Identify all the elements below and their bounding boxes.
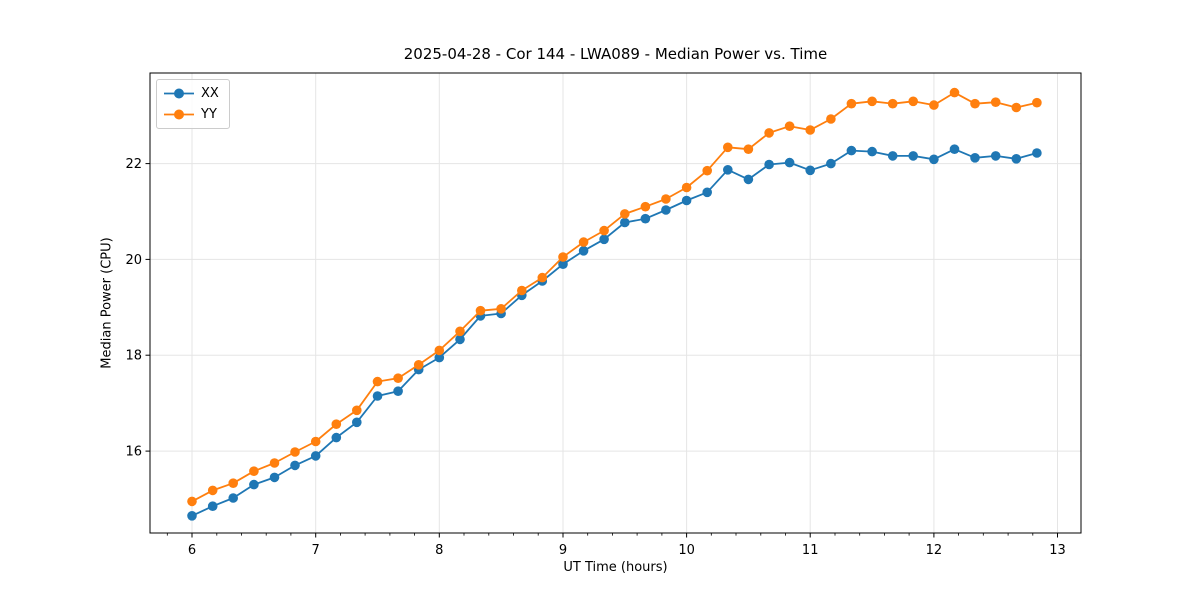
svg-text:11: 11: [802, 543, 819, 558]
svg-text:10: 10: [678, 543, 695, 558]
yy-line-marker-icon: [164, 109, 194, 120]
legend-item-yy: YY: [164, 105, 219, 124]
legend: XX YY: [156, 79, 230, 129]
svg-text:7: 7: [312, 543, 320, 558]
svg-text:22: 22: [125, 157, 142, 172]
xx-line-marker-icon: [164, 88, 194, 99]
svg-text:20: 20: [125, 253, 142, 268]
svg-text:9: 9: [559, 543, 567, 558]
y-axis-label: Median Power (CPU): [99, 237, 115, 369]
legend-item-xx: XX: [164, 84, 219, 103]
svg-text:16: 16: [125, 445, 142, 460]
legend-label-yy: YY: [201, 107, 217, 122]
svg-text:12: 12: [926, 543, 943, 558]
legend-label-xx: XX: [201, 86, 219, 101]
svg-text:13: 13: [1049, 543, 1066, 558]
svg-text:18: 18: [125, 349, 142, 364]
chart-title: 2025-04-28 - Cor 144 - LWA089 - Median P…: [403, 45, 828, 63]
svg-text:6: 6: [188, 543, 196, 558]
x-axis-label: UT Time (hours): [563, 560, 668, 575]
svg-text:8: 8: [435, 543, 443, 558]
